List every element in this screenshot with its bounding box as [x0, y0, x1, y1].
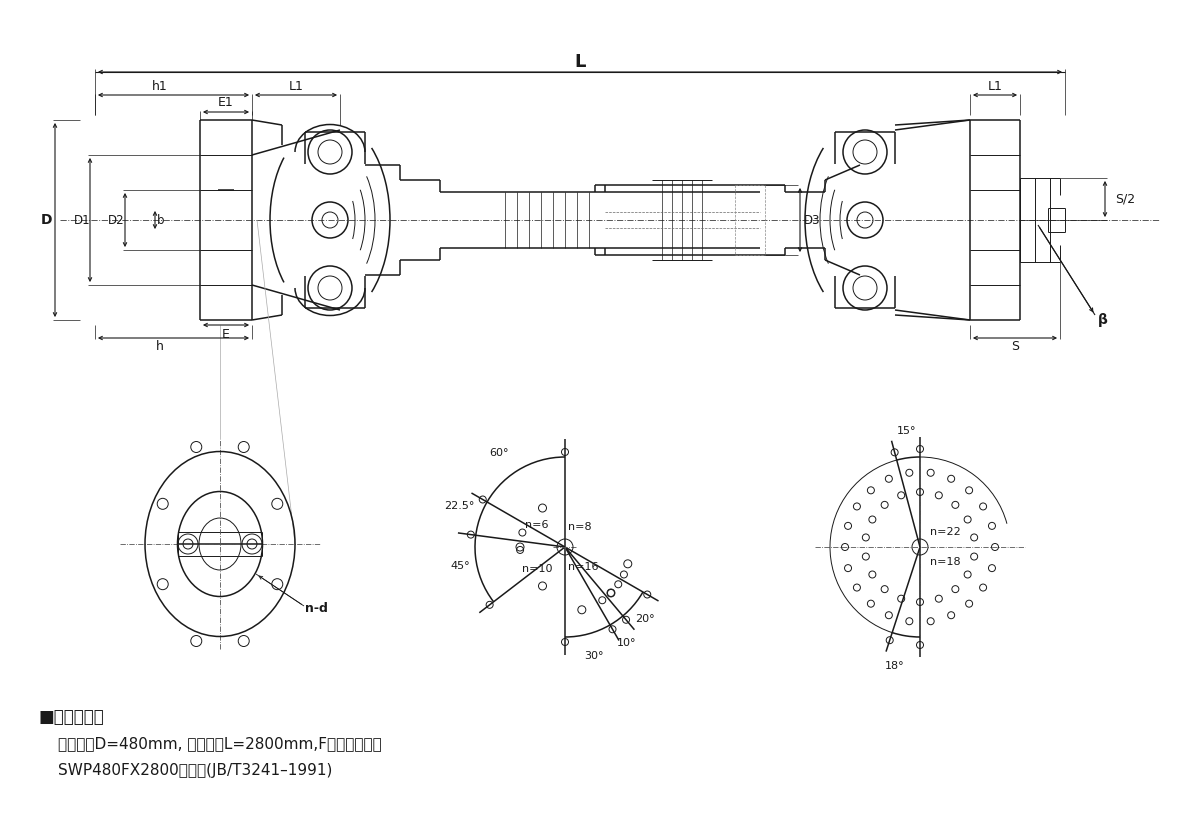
Text: n=6: n=6: [526, 520, 548, 530]
Text: E1: E1: [218, 97, 234, 110]
Text: D2: D2: [108, 214, 125, 226]
Text: h1: h1: [152, 80, 168, 92]
Text: β: β: [1098, 313, 1108, 327]
Text: 回转直径D=480mm, 安装长度L=2800mm,F型万向联轴器: 回转直径D=480mm, 安装长度L=2800mm,F型万向联轴器: [58, 736, 382, 751]
Text: 22.5°: 22.5°: [444, 501, 474, 511]
Text: n=22: n=22: [930, 527, 960, 537]
Text: n=10: n=10: [522, 564, 552, 574]
Text: S: S: [1010, 340, 1019, 354]
Text: L1: L1: [288, 80, 304, 92]
Text: b: b: [157, 214, 164, 226]
Text: 60°: 60°: [490, 448, 509, 458]
Text: E: E: [222, 328, 230, 340]
Text: h: h: [156, 340, 164, 354]
Text: S/2: S/2: [1115, 192, 1135, 206]
Text: ■标记示例：: ■标记示例：: [38, 708, 103, 726]
Text: 18°: 18°: [884, 661, 905, 671]
Text: 10°: 10°: [617, 638, 637, 648]
Text: 45°: 45°: [451, 561, 470, 571]
Text: D3: D3: [804, 214, 821, 226]
Text: 30°: 30°: [583, 651, 604, 661]
Text: n=16: n=16: [568, 562, 599, 572]
Text: D: D: [41, 213, 52, 227]
Text: n=8: n=8: [568, 522, 592, 532]
Text: SWP480FX2800联轴器(JB/T3241–1991): SWP480FX2800联轴器(JB/T3241–1991): [58, 762, 332, 777]
Text: D1: D1: [73, 214, 90, 226]
Text: L1: L1: [988, 80, 1002, 92]
Text: n-d: n-d: [305, 602, 328, 616]
Text: n=18: n=18: [930, 557, 960, 567]
Text: 20°: 20°: [636, 615, 655, 625]
Text: L: L: [575, 53, 586, 71]
Text: 15°: 15°: [896, 426, 916, 436]
